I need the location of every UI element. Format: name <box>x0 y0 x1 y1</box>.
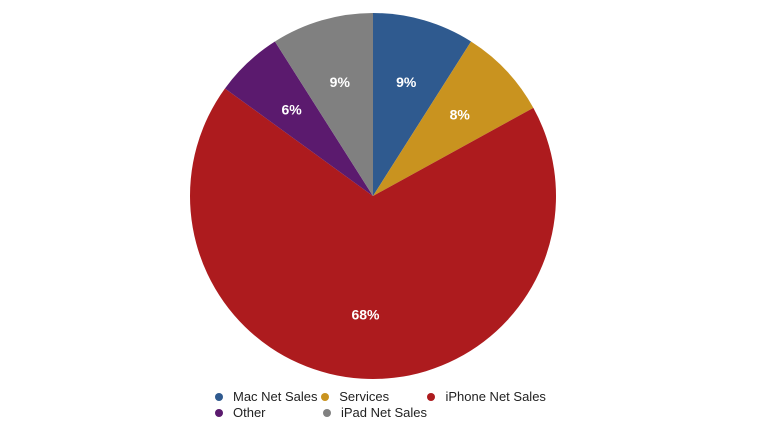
pie-slice-label-other: 6% <box>281 101 302 117</box>
pie-slice-mac-net-sales <box>373 13 472 196</box>
pie-slice-ipad-net-sales <box>274 13 373 196</box>
pie-slice-labels: 9% 8% 68% 6% 9% <box>281 74 470 323</box>
legend-marker-other <box>215 409 223 417</box>
legend: Mac Net Sales Services iPhone Net Sales … <box>215 389 575 421</box>
legend-row-2: Other iPad Net Sales <box>215 405 575 421</box>
legend-item-other: Other <box>215 405 323 421</box>
pie-slice-label-iphone-net-sales: 68% <box>351 307 380 323</box>
legend-item-mac: Mac Net Sales <box>215 389 321 405</box>
legend-label-services: Services <box>339 389 390 404</box>
legend-marker-ipad <box>323 409 331 417</box>
pie-chart: 9% 8% 68% 6% 9% <box>189 13 556 380</box>
pie-slice-other <box>224 41 373 196</box>
pie-slice-services <box>373 41 534 196</box>
legend-label-mac: Mac Net Sales <box>233 389 318 404</box>
legend-item-services: Services <box>321 389 427 405</box>
legend-item-ipad: iPad Net Sales <box>323 405 473 421</box>
legend-item-iphone: iPhone Net Sales <box>427 389 575 405</box>
legend-marker-services <box>321 393 330 401</box>
pie-slices <box>189 13 556 380</box>
legend-label-iphone: iPhone Net Sales <box>445 389 546 404</box>
pie-slice-label-ipad-net-sales: 9% <box>330 74 351 90</box>
pie-slice-label-services: 8% <box>450 107 471 123</box>
legend-marker-iphone <box>427 393 436 401</box>
legend-label-ipad: iPad Net Sales <box>341 405 427 420</box>
legend-marker-mac <box>215 393 223 401</box>
pie-slice-label-mac-net-sales: 9% <box>396 74 417 90</box>
legend-row-1: Mac Net Sales Services iPhone Net Sales <box>215 389 575 405</box>
legend-label-other: Other <box>233 405 266 420</box>
pie-slice-iphone-net-sales <box>189 88 556 380</box>
